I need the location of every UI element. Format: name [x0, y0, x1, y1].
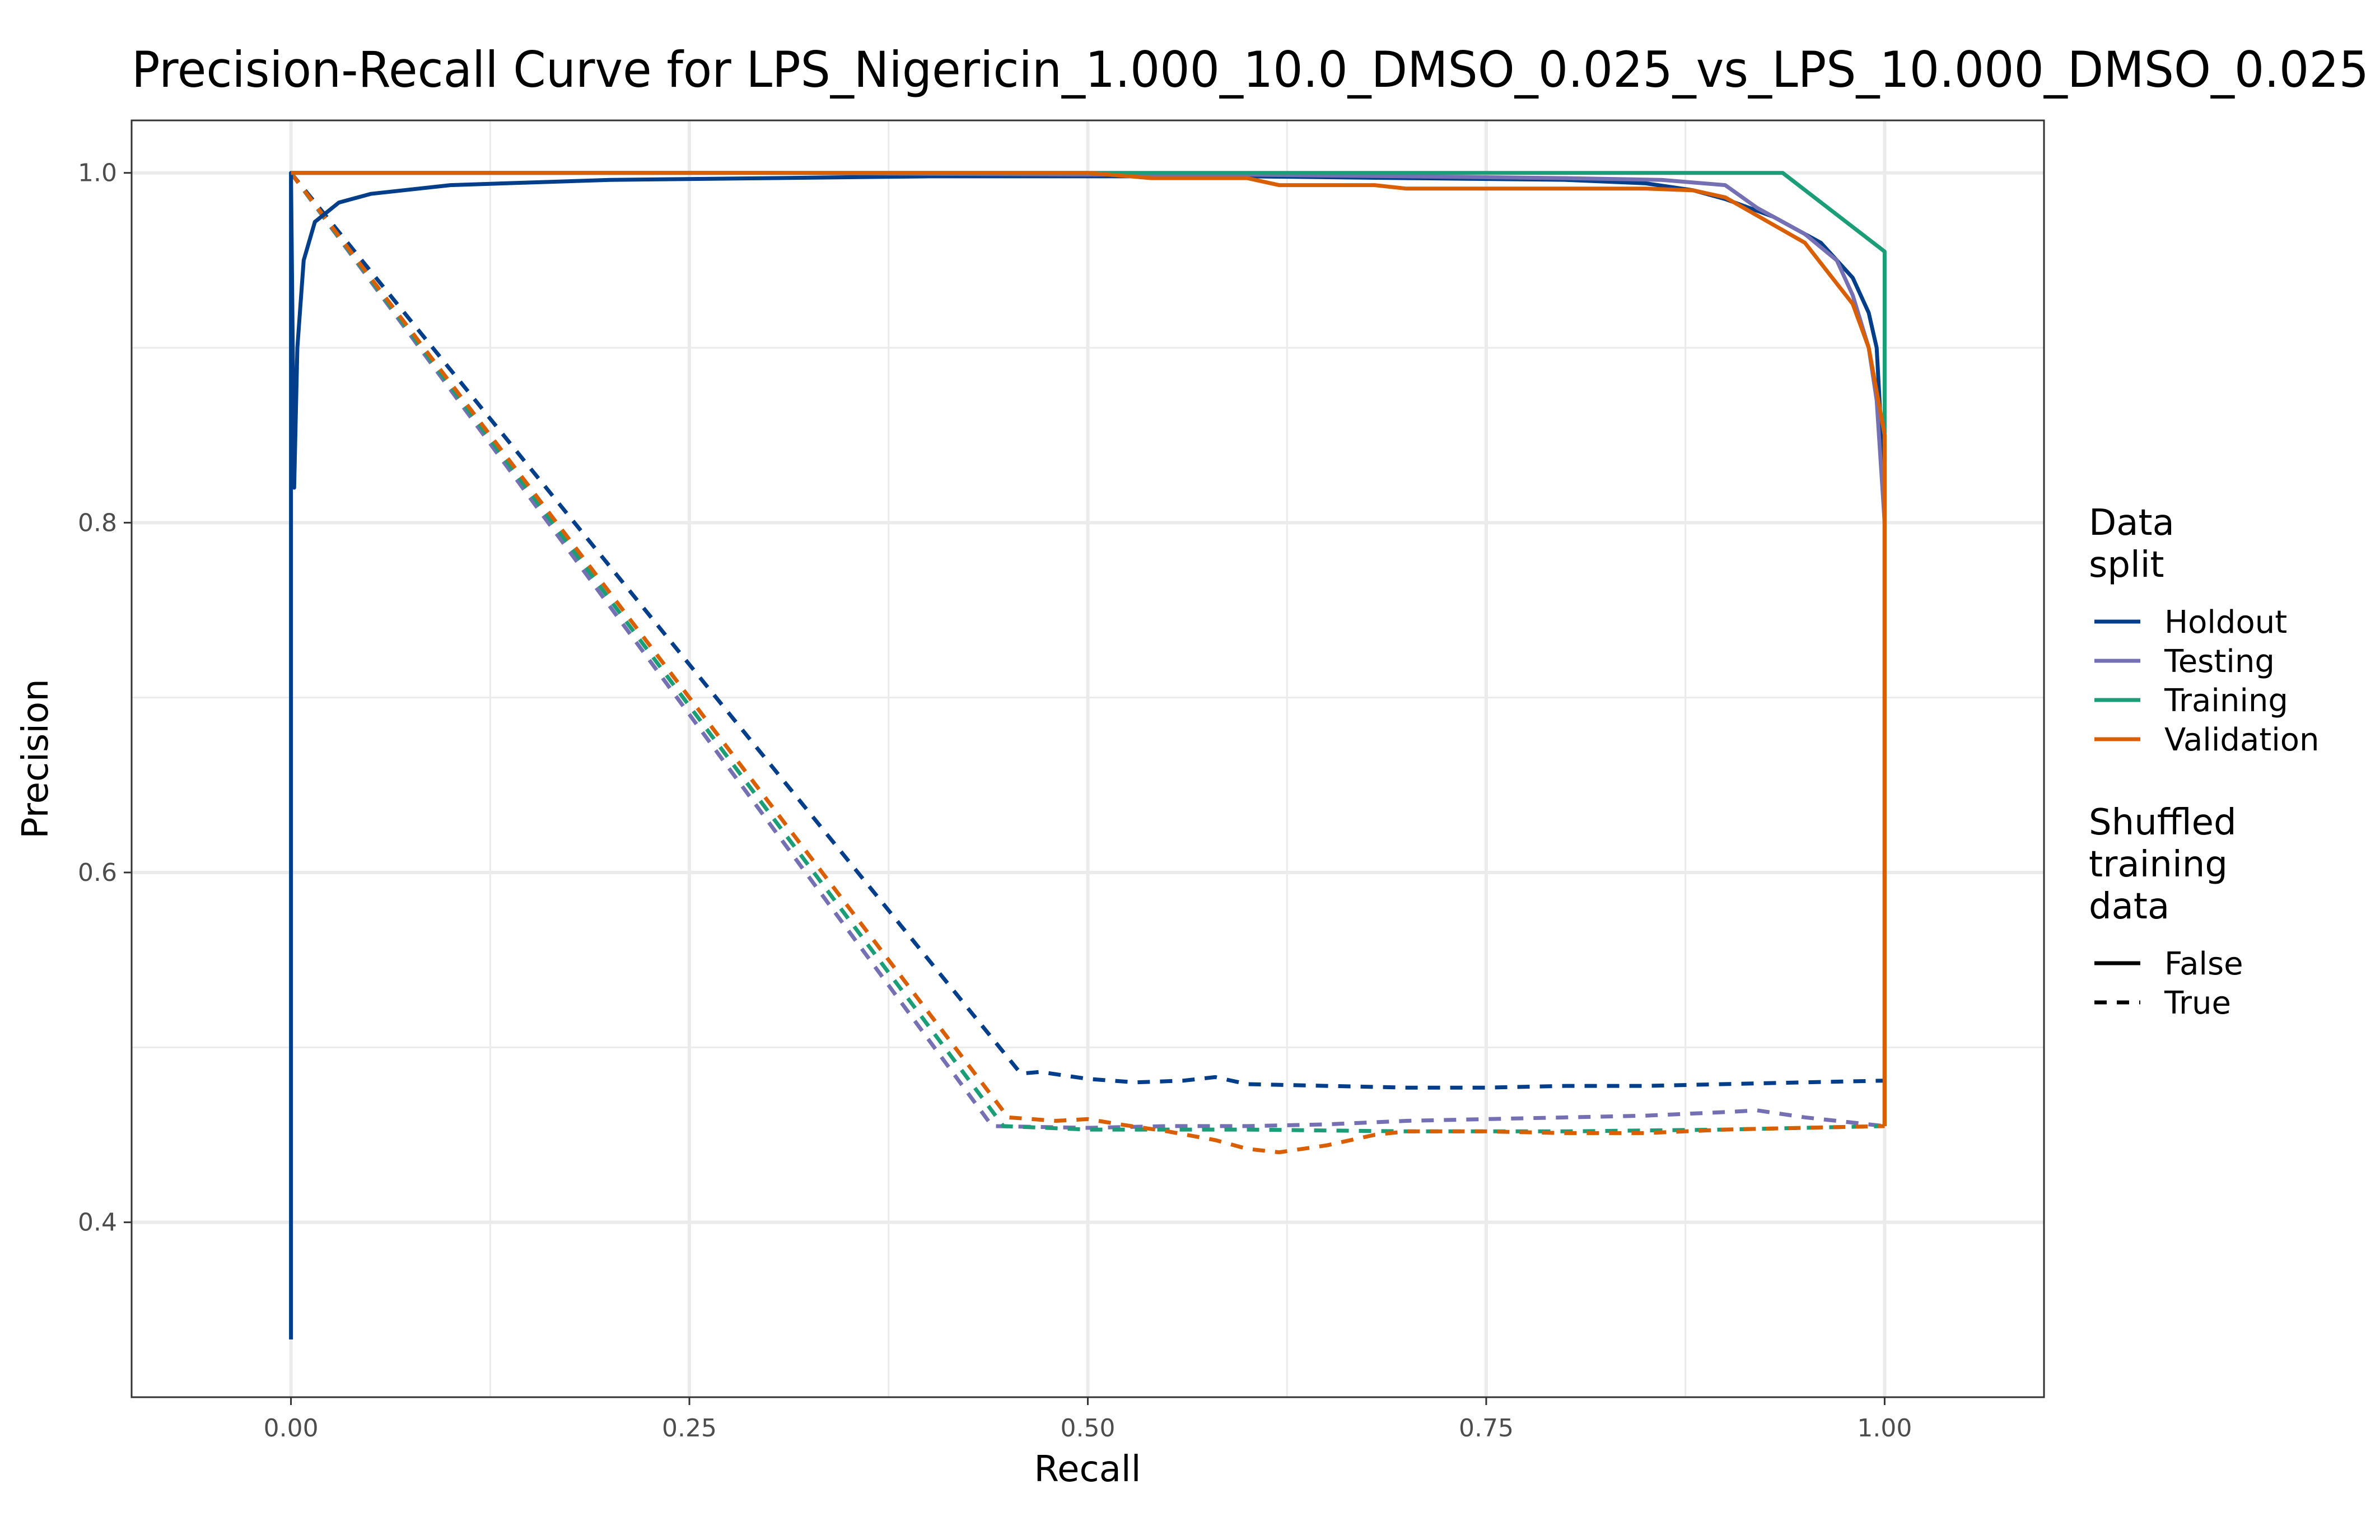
legend-label-testing: Testing [2164, 643, 2275, 680]
y-tick-label: 0.4 [78, 1208, 117, 1237]
y-tick-label: 1.0 [78, 159, 117, 188]
plot-panel [130, 119, 2045, 1398]
legend-label-training: Training [2164, 683, 2288, 719]
legend-label-holdout: Holdout [2164, 604, 2287, 641]
series-validation-original [291, 171, 1887, 1126]
legend-title-shuffled: Shuffled [2089, 802, 2237, 843]
series-holdout-shuffled [289, 171, 1885, 1090]
series-lines [289, 171, 1887, 1340]
x-axis: 0.00 0.25 0.50 0.75 1.00 [264, 1397, 1912, 1443]
legend-title-shuffled: data [2089, 886, 2169, 927]
legend-label-false: False [2164, 946, 2243, 982]
x-axis-title: Recall [1034, 1449, 1141, 1490]
y-axis-title: Precision [15, 679, 57, 839]
series-validation-shuffled [289, 171, 1885, 1155]
x-tick-label: 0.75 [1459, 1414, 1514, 1443]
x-tick-label: 0.00 [264, 1414, 319, 1443]
legend-title-data-split: Data [2089, 502, 2174, 544]
x-tick-label: 0.50 [1061, 1414, 1116, 1443]
y-axis: 0.4 0.6 0.8 1.0 [78, 159, 132, 1237]
legend-label-validation: Validation [2164, 722, 2320, 758]
legend-title-data-split: split [2089, 544, 2164, 586]
x-tick-label: 1.00 [1857, 1414, 1912, 1443]
series-testing-shuffled [289, 171, 1885, 1130]
chart-title: Precision-Recall Curve for LPS_Nigericin… [132, 41, 2369, 99]
legend: DatasplitHoldoutTestingTrainingValidatio… [2089, 502, 2320, 1021]
y-tick-label: 0.6 [78, 858, 117, 887]
legend-label-true: True [2164, 985, 2231, 1021]
legend-title-shuffled: training [2089, 844, 2228, 885]
x-tick-label: 0.25 [662, 1414, 717, 1443]
y-tick-label: 0.8 [78, 508, 117, 537]
